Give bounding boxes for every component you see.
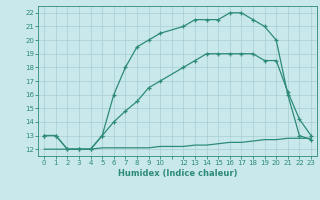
X-axis label: Humidex (Indice chaleur): Humidex (Indice chaleur) bbox=[118, 169, 237, 178]
